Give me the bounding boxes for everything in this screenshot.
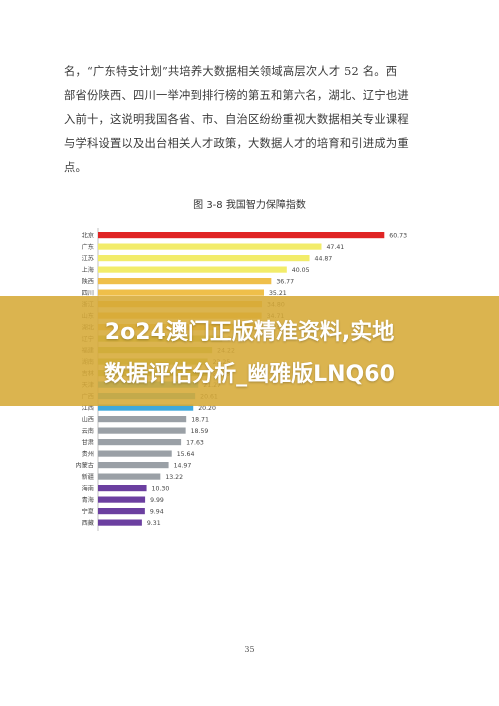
bar <box>98 496 146 503</box>
category-label: 贵州 <box>82 450 94 458</box>
category-label: 西藏 <box>82 519 94 527</box>
bar-value-label: 17.63 <box>186 440 204 447</box>
figure-title: 图 3-8 我国智力保障指数 <box>193 200 306 211</box>
bar-value-label: 20.20 <box>198 405 216 412</box>
bar <box>98 278 272 285</box>
bar <box>98 473 161 480</box>
bar <box>98 404 194 411</box>
category-label: 上海 <box>82 266 94 274</box>
bar-value-label: 9.99 <box>150 497 164 504</box>
bar <box>98 243 322 250</box>
bar-value-label: 47.41 <box>327 244 345 251</box>
category-label: 江苏 <box>82 255 94 263</box>
bar-value-label: 35.21 <box>269 290 287 297</box>
category-label: 海南 <box>82 485 94 493</box>
category-label: 内蒙古 <box>75 462 94 470</box>
bar <box>98 450 172 457</box>
page-number: 35 <box>244 645 255 654</box>
category-label: 新疆 <box>82 473 94 481</box>
category-label: 青海 <box>82 496 94 504</box>
bar-value-label: 60.73 <box>389 233 407 240</box>
category-label: 山西 <box>82 416 94 424</box>
bar-value-label: 44.87 <box>315 256 333 263</box>
bar-value-label: 14.97 <box>174 463 192 470</box>
bar <box>98 266 287 273</box>
category-label: 陕西 <box>82 278 94 286</box>
category-label: 宁夏 <box>82 508 94 516</box>
bar-value-label: 10.30 <box>152 486 170 493</box>
bar <box>98 289 264 296</box>
body-paragraph: 名，“广东特支计划”共培养大数据相关领域高层次人才 52 名。西 部省份陕西、四… <box>64 65 409 174</box>
bar-value-label: 9.31 <box>147 520 161 527</box>
banner-title-line2: 数据评估分析_幽雅版LNQ60 <box>104 362 395 387</box>
category-label: 甘肃 <box>82 439 94 447</box>
bar <box>98 462 169 469</box>
bar <box>98 485 147 492</box>
bar <box>98 519 142 526</box>
bar-value-label: 36.77 <box>276 279 294 286</box>
bar <box>98 427 186 434</box>
bar-value-label: 18.59 <box>191 428 209 435</box>
category-label: 四川 <box>82 290 94 297</box>
category-label: 江西 <box>82 405 94 412</box>
bar <box>98 439 182 446</box>
category-label: 广东 <box>82 243 94 251</box>
banner-title-line1: 2o24澳门正版精准资料,实地 <box>104 320 395 345</box>
bar-value-label: 18.71 <box>191 417 209 424</box>
bar-value-label: 13.22 <box>165 474 183 481</box>
bar <box>98 508 145 515</box>
watermark-banner <box>0 296 499 406</box>
bar <box>98 416 187 423</box>
bar-value-label: 40.05 <box>292 267 310 274</box>
bar-value-label: 9.94 <box>150 509 164 516</box>
bar <box>98 255 310 262</box>
category-label: 云南 <box>82 427 94 435</box>
category-label: 北京 <box>82 232 94 240</box>
bar <box>98 232 385 239</box>
bar-value-label: 15.64 <box>177 451 195 458</box>
